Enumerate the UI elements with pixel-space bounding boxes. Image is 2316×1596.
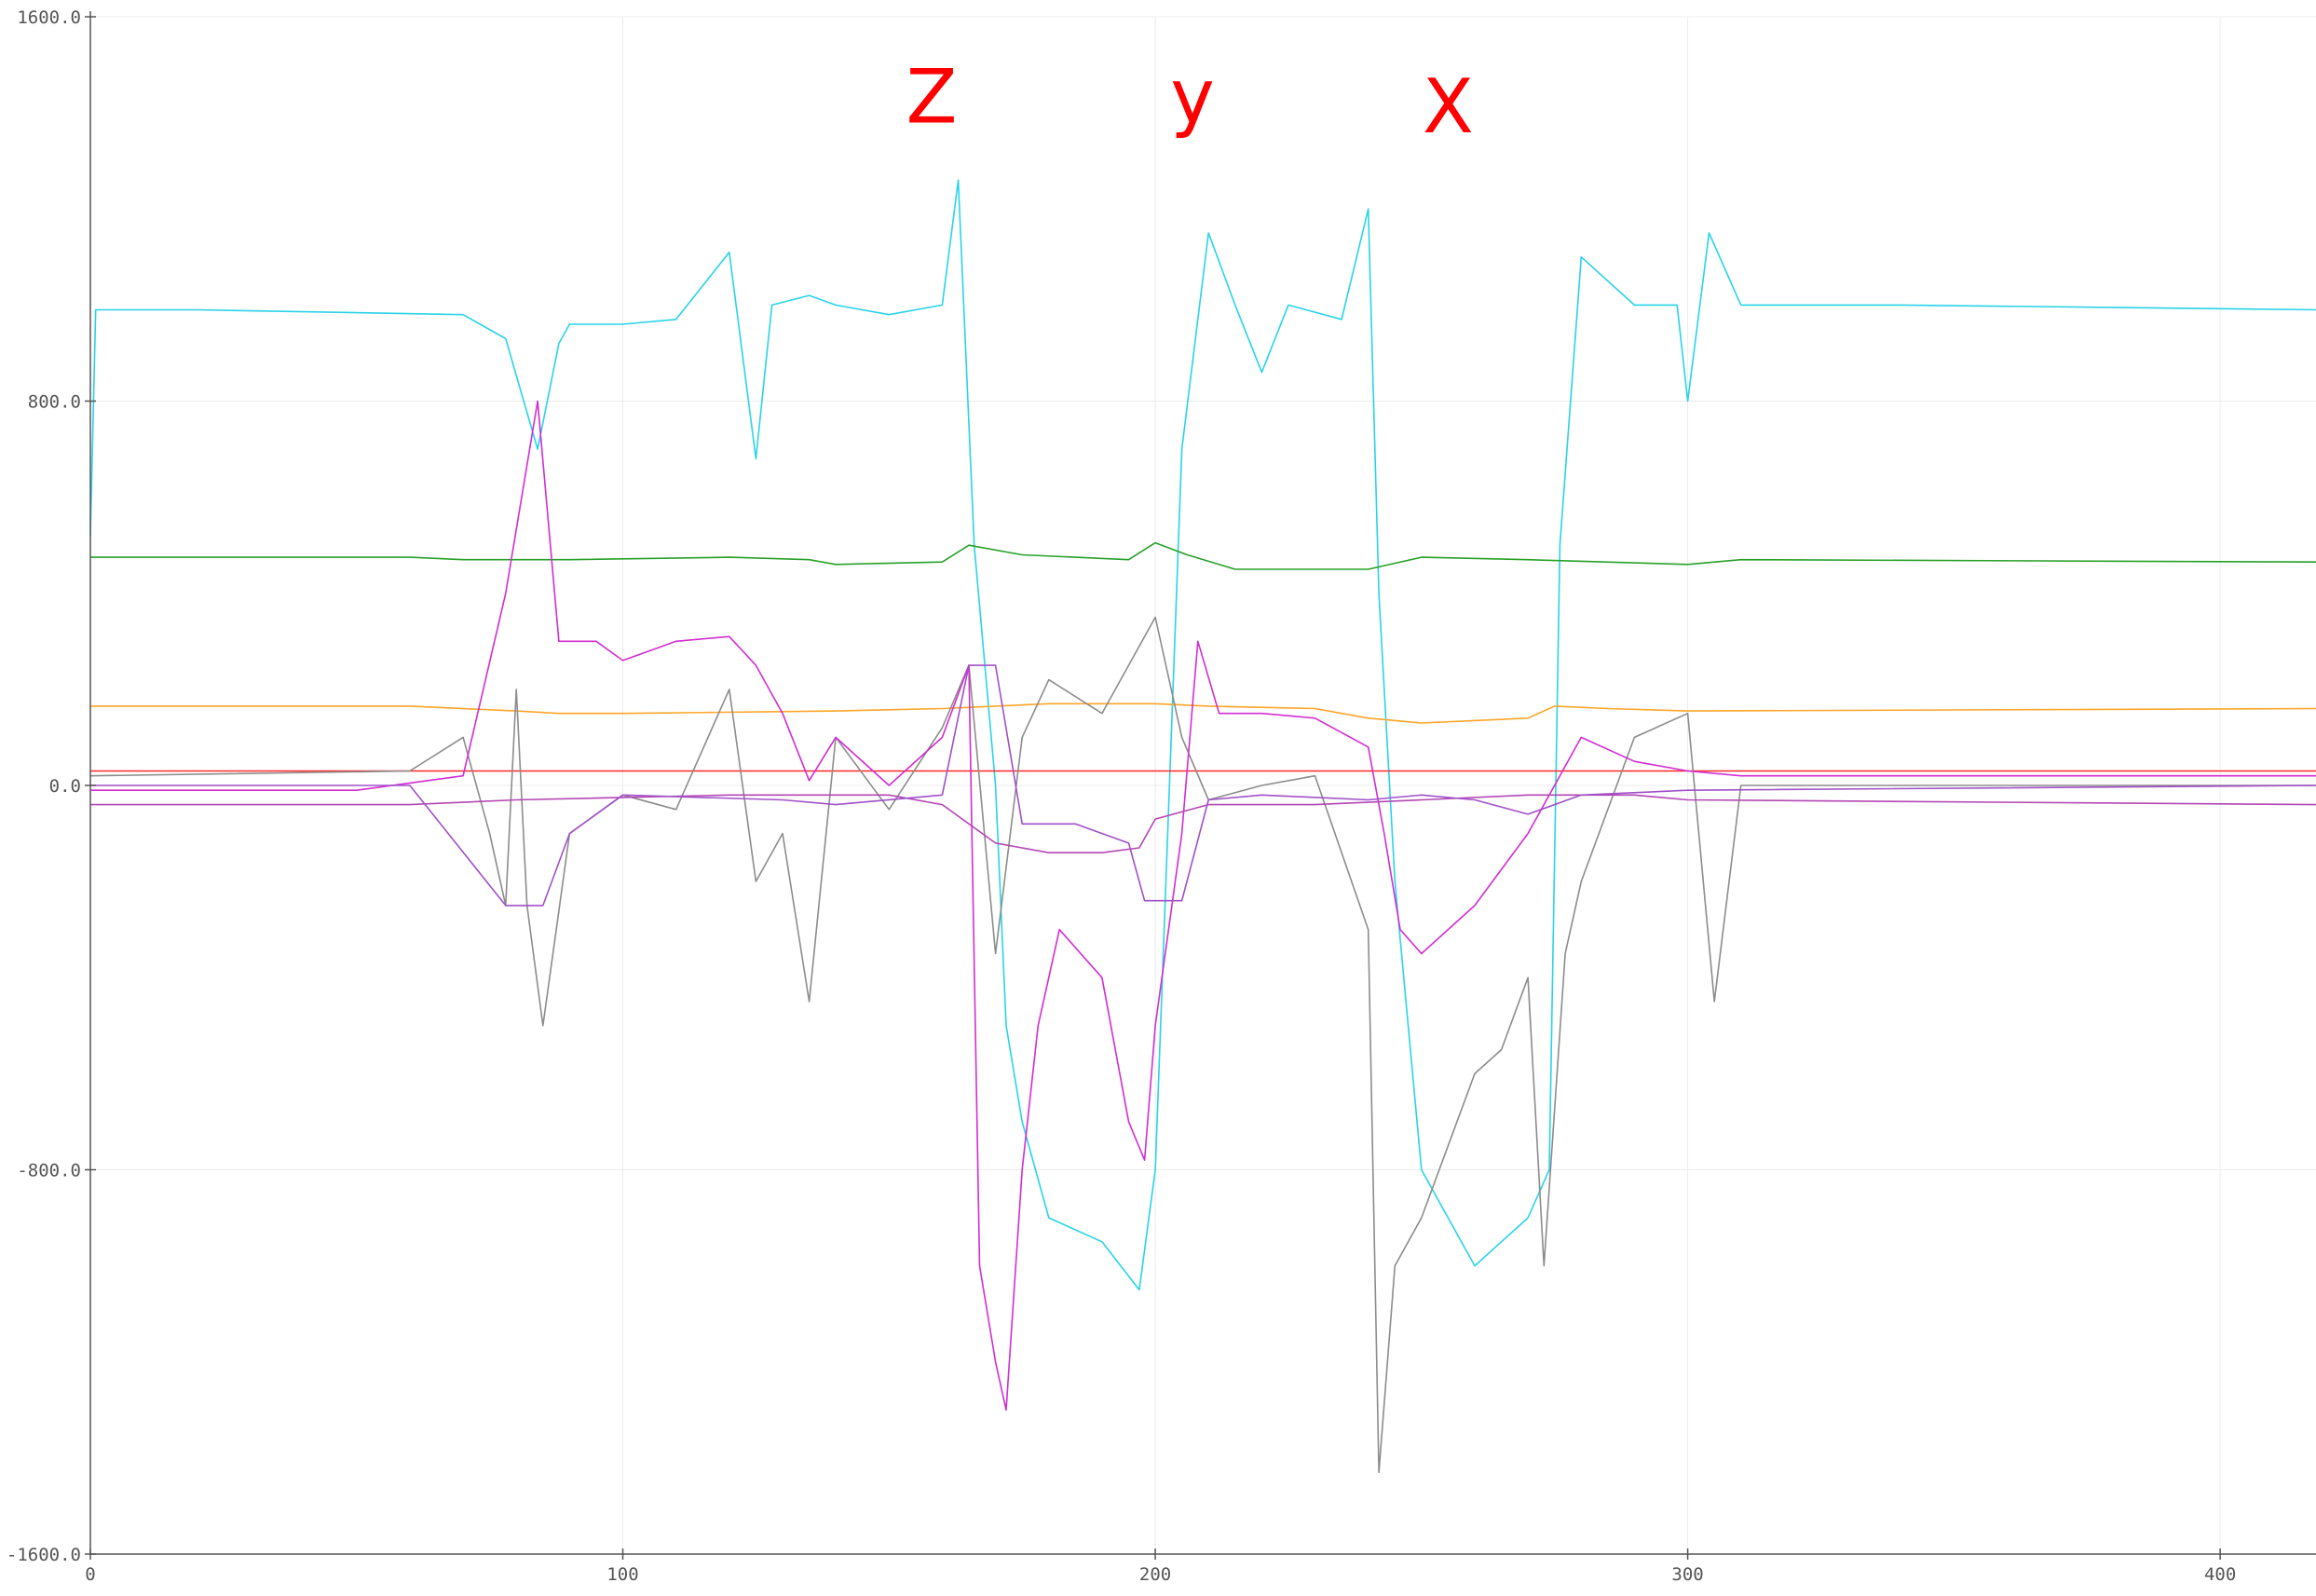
series-line-6 [90,400,2316,1412]
annotation-y: y [1170,53,1214,140]
x-tick-label-200: 200 [1139,1564,1171,1585]
series-line-7 [90,794,2316,853]
x-tick-label-0: 0 [85,1564,95,1585]
annotation-x: X [1423,63,1474,150]
y-tick-label--800: -800.0 [17,1161,81,1181]
series-line-2 [90,541,2316,570]
x-tick-label-100: 100 [606,1564,638,1585]
series-line-8 [90,664,2316,907]
y-tick-label-0: 0.0 [49,776,81,797]
y-tick-label--1600: -1600.0 [7,1545,81,1565]
series-line-3 [90,703,2316,724]
series-line-5 [89,616,2316,1474]
annotation-z: Z [906,53,958,140]
x-tick-label-300: 300 [1671,1564,1703,1585]
y-tick-label-1600: 1600.0 [17,7,81,28]
x-tick-label-400: 400 [2204,1564,2236,1585]
series-line-1 [89,179,2316,1291]
y-tick-label-800: 800.0 [28,392,81,413]
